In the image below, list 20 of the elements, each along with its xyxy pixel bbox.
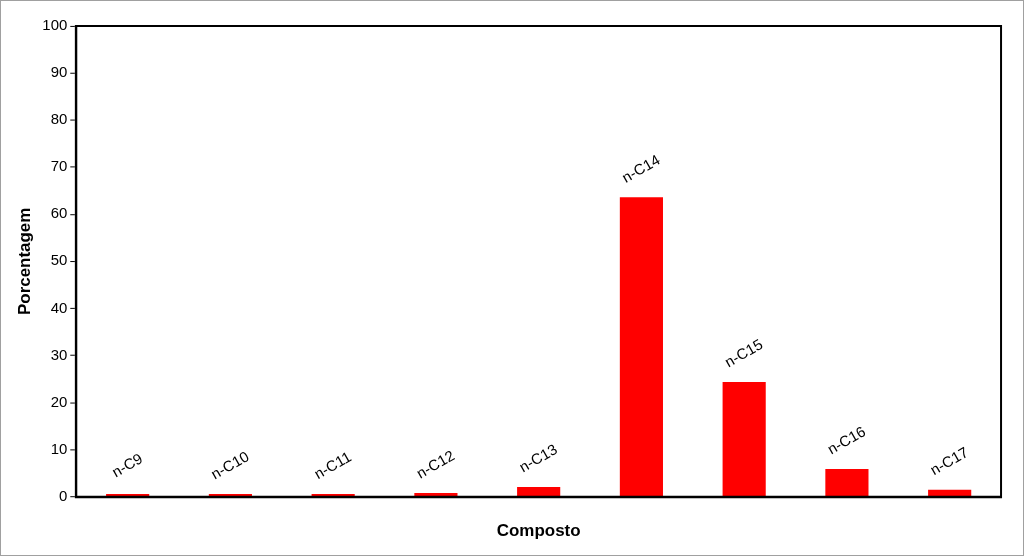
x-axis-title: Composto	[496, 520, 581, 540]
y-tick-label: 20	[50, 392, 68, 410]
y-tick-label: 90	[50, 63, 68, 81]
y-tick-label: 50	[50, 251, 68, 269]
y-tick-label: 10	[50, 439, 68, 457]
bar	[517, 486, 561, 497]
y-tick-label: 0	[58, 486, 68, 504]
y-tick-label: 100	[42, 16, 68, 34]
bar	[825, 469, 869, 497]
y-tick-label: 60	[50, 204, 68, 222]
bar	[928, 489, 972, 497]
y-tick-label: 40	[50, 298, 68, 316]
y-tick-label: 70	[50, 157, 68, 175]
y-tick-label: 80	[50, 110, 68, 128]
y-axis-title: Porcentagem	[14, 207, 34, 315]
bar	[414, 493, 458, 497]
x-tick-label: n-C9	[108, 449, 146, 481]
y-tick-label: 30	[50, 345, 68, 363]
bar	[619, 197, 663, 497]
bar	[722, 381, 766, 497]
